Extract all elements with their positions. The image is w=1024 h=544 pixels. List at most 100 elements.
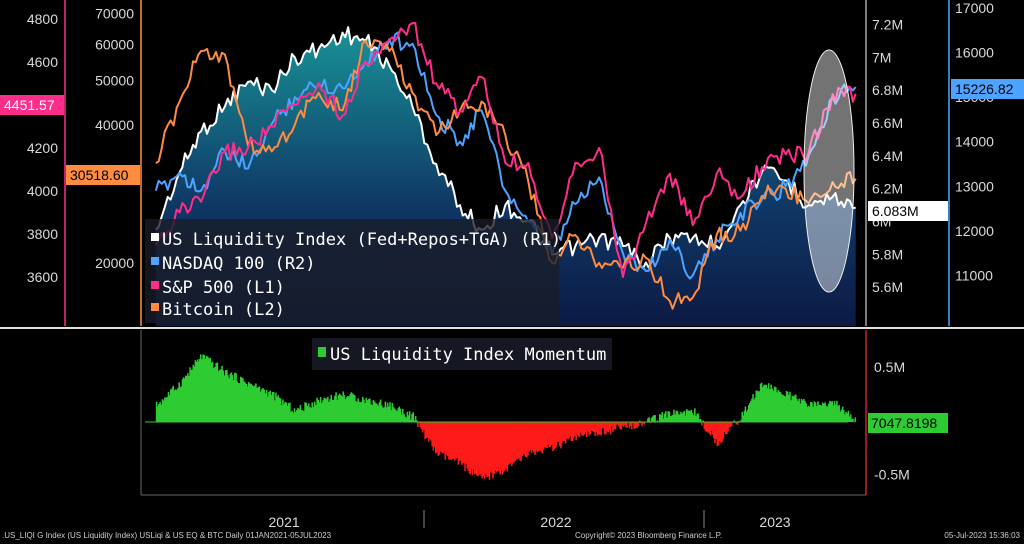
momentum-bar	[278, 397, 281, 422]
momentum-bar	[602, 422, 605, 429]
momentum-bar	[433, 422, 436, 447]
momentum-bar	[781, 394, 783, 422]
momentum-bar	[817, 401, 819, 422]
legend-label-momentum: US Liquidity Index Momentum	[330, 345, 606, 365]
momentum-bar	[821, 402, 824, 422]
momentum-bar	[425, 422, 428, 439]
momentum-bar	[201, 359, 203, 422]
momentum-bar	[568, 422, 570, 439]
momentum-bar	[452, 422, 455, 459]
momentum-bar	[406, 411, 409, 422]
momentum-bar	[291, 410, 293, 422]
momentum-bar	[365, 397, 368, 422]
momentum-tick-label: -0.5M	[874, 466, 910, 482]
momentum-bar	[192, 364, 194, 422]
momentum-bar	[830, 401, 832, 422]
momentum-bar	[357, 398, 359, 422]
momentum-bar	[564, 422, 567, 444]
momentum-bar	[694, 408, 696, 422]
momentum-bar	[292, 412, 295, 422]
momentum-bar	[643, 422, 646, 425]
momentum-bar	[427, 422, 430, 442]
momentum-bar	[853, 421, 855, 423]
momentum-bar	[516, 422, 519, 460]
momentum-bar	[289, 402, 291, 422]
momentum-bar	[570, 422, 573, 441]
momentum-bar	[171, 388, 173, 422]
momentum-bar	[210, 362, 213, 422]
momentum-bar	[455, 422, 457, 459]
momentum-bar	[534, 422, 536, 455]
momentum-bar	[245, 384, 248, 422]
r2-tick-label: 17000	[955, 0, 994, 16]
momentum-bar	[203, 355, 206, 422]
momentum-bar	[268, 391, 270, 422]
momentum-bar	[580, 422, 582, 433]
momentum-bar	[606, 422, 608, 432]
momentum-bar	[463, 422, 465, 464]
momentum-bar	[770, 384, 772, 422]
momentum-bar	[650, 417, 653, 422]
momentum-bar	[168, 395, 171, 422]
momentum-bar	[631, 422, 633, 430]
momentum-bar	[251, 385, 254, 422]
momentum-bar	[765, 384, 768, 422]
momentum-bar	[827, 403, 830, 422]
momentum-bar	[810, 402, 812, 422]
legend-item-bitcoin: Bitcoin (L2)	[151, 300, 285, 320]
momentum-bar	[309, 407, 311, 422]
momentum-bar	[636, 422, 639, 428]
momentum-bar	[845, 411, 847, 422]
momentum-bar	[684, 415, 687, 422]
momentum-bar	[666, 417, 668, 422]
momentum-bar	[559, 422, 561, 447]
momentum-bar	[675, 410, 678, 422]
momentum-bar	[584, 422, 587, 432]
momentum-bar	[429, 422, 431, 439]
momentum-bar	[173, 390, 176, 422]
momentum-bar	[500, 422, 503, 471]
l1-tick-label: 4200	[27, 140, 58, 156]
momentum-bar	[506, 422, 509, 472]
momentum-bar	[495, 422, 498, 473]
momentum-bar	[283, 403, 285, 422]
momentum-tick-label: 0.5M	[874, 359, 905, 375]
momentum-bar	[377, 405, 379, 422]
momentum-bar	[217, 371, 220, 422]
momentum-bar	[738, 420, 740, 422]
momentum-bar	[176, 390, 178, 422]
momentum-bar	[497, 422, 499, 471]
momentum-bar	[430, 422, 432, 441]
r1-tick-label: 6.8M	[872, 82, 903, 98]
momentum-bar	[632, 422, 634, 424]
momentum-bar	[553, 422, 555, 449]
momentum-bar	[735, 422, 738, 425]
momentum-bar	[485, 422, 487, 475]
momentum-bar	[155, 401, 158, 422]
momentum-bar	[715, 422, 717, 440]
momentum-bar	[390, 410, 393, 422]
momentum-bar	[493, 422, 495, 474]
momentum-bar	[370, 404, 372, 422]
sp500-last-value: 4451.57	[4, 97, 55, 113]
momentum-bar	[281, 405, 283, 422]
momentum-bar	[589, 422, 592, 435]
momentum-bar	[408, 411, 411, 422]
momentum-bar	[660, 415, 662, 422]
momentum-bar	[513, 422, 515, 463]
momentum-bar	[725, 422, 727, 435]
momentum-bar	[811, 402, 813, 422]
momentum-bar	[793, 395, 796, 422]
momentum-bar	[587, 422, 589, 432]
legend-label-liquidity: US Liquidity Index (Fed+Repos+TGA) (R1)	[162, 230, 561, 250]
momentum-bar	[696, 413, 698, 422]
momentum-bar	[529, 422, 532, 451]
momentum-bar	[460, 422, 462, 461]
momentum-bar	[478, 422, 480, 475]
momentum-bar	[756, 390, 759, 422]
momentum-bar	[536, 422, 539, 453]
momentum-bar	[515, 422, 518, 460]
momentum-bar	[414, 416, 417, 422]
momentum-bar	[486, 422, 488, 477]
r2-tick-label: 12000	[955, 223, 994, 239]
